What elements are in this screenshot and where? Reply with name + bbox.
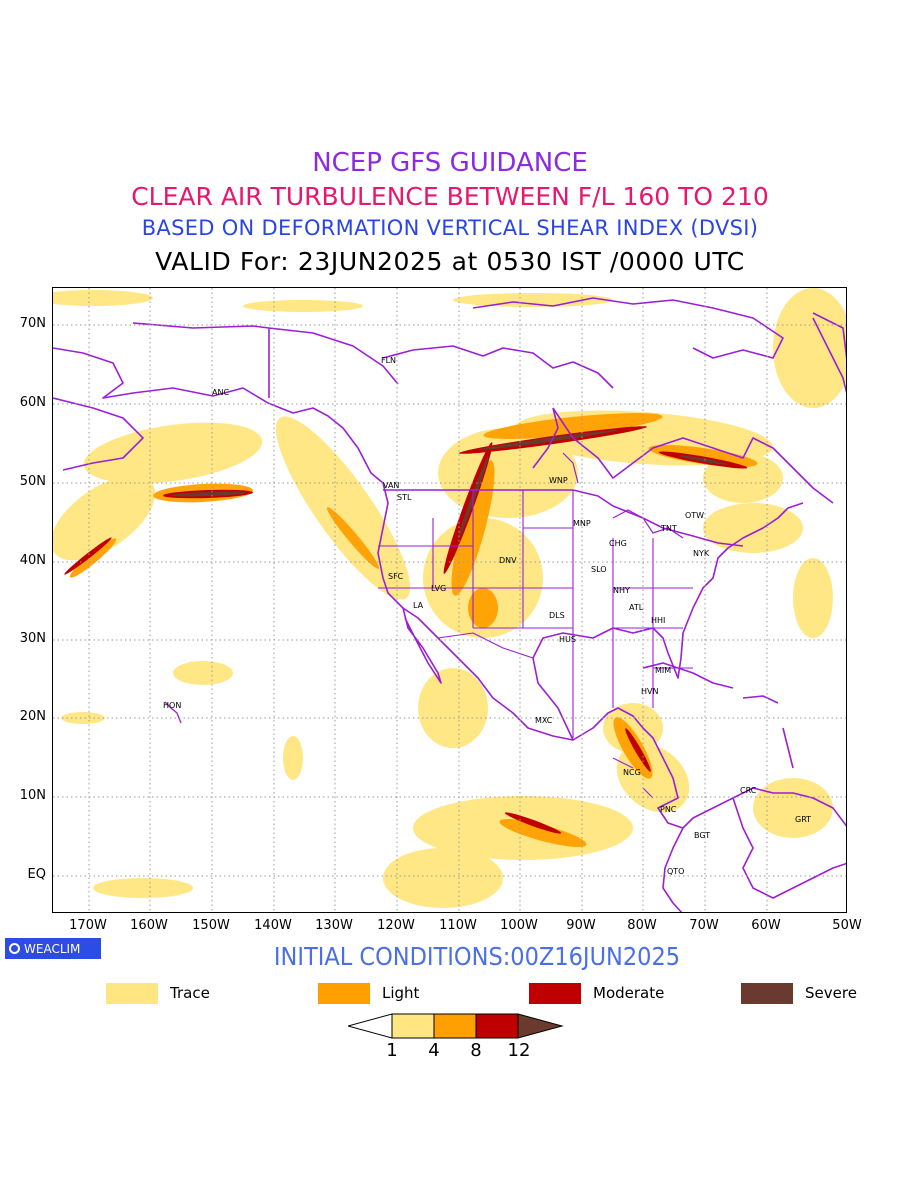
station-hvn: HVN xyxy=(641,687,658,696)
lon-label-70w: 70W xyxy=(689,918,719,933)
station-nhy: NHY xyxy=(613,586,630,595)
valid-time: VALID For: 23JUN2025 at 0530 IST /0000 U… xyxy=(155,247,745,276)
legend-label-severe: Severe xyxy=(805,984,857,1002)
lon-label-100w: 100W xyxy=(500,918,538,933)
station-hon: HON xyxy=(163,701,181,710)
station-dnv: DNV xyxy=(499,556,517,565)
station-ncg: NCG xyxy=(623,768,641,777)
lat-label-30n: 30N xyxy=(19,631,46,646)
station-la: LA xyxy=(413,601,424,610)
trace-turbulence-areas xyxy=(53,288,846,908)
coastlines-and-borders xyxy=(53,297,846,912)
station-tnt: TNT xyxy=(660,524,677,533)
station-otw: OTW xyxy=(685,511,704,520)
colorbar-moderate xyxy=(475,1013,519,1039)
legend-trace: Trace xyxy=(106,982,210,1004)
lat-label-70n: 70N xyxy=(19,316,46,331)
map-canvas: ANC FLN VAN STL WNP MNP TNT OTW CHG NYK … xyxy=(53,288,846,912)
light-turbulence-areas xyxy=(69,413,758,847)
station-anc: ANC xyxy=(212,388,229,397)
colorbar-trace xyxy=(391,1013,435,1039)
lat-label-20n: 20N xyxy=(19,709,46,724)
station-stl: STL xyxy=(397,493,412,502)
station-grt: GRT xyxy=(795,815,811,824)
title-line-2: CLEAR AIR TURBULENCE BETWEEN F/L 160 TO … xyxy=(131,182,769,211)
lon-label-140w: 140W xyxy=(254,918,292,933)
initial-conditions: INITIAL CONDITIONS:00Z16JUN2025 xyxy=(273,942,681,971)
station-bgt: BGT xyxy=(694,831,710,840)
lat-label-50n: 50N xyxy=(19,474,46,489)
station-wnp: WNP xyxy=(549,476,568,485)
colorbar-tick-12: 12 xyxy=(507,1040,531,1061)
title-line-3: BASED ON DEFORMATION VERTICAL SHEAR INDE… xyxy=(141,216,759,240)
legend-swatch-moderate xyxy=(529,982,581,1004)
legend-swatch-light xyxy=(318,982,370,1004)
lat-lon-grid xyxy=(53,288,846,912)
station-crc: CRC xyxy=(740,786,757,795)
colorbar-tick-4: 4 xyxy=(428,1040,440,1061)
legend-label-moderate: Moderate xyxy=(593,984,665,1002)
lon-label-120w: 120W xyxy=(377,918,415,933)
lon-label-60w: 60W xyxy=(751,918,781,933)
station-lvg: LVG xyxy=(431,584,446,593)
station-mxc: MXC xyxy=(535,716,553,725)
lon-label-80w: 80W xyxy=(627,918,657,933)
lat-label-10n: 10N xyxy=(19,788,46,803)
lon-label-50w: 50W xyxy=(832,918,862,933)
legend-label-light: Light xyxy=(382,984,420,1002)
station-nyk: NYK xyxy=(693,549,710,558)
legend-swatch-severe xyxy=(741,982,793,1004)
station-hus: HUS xyxy=(559,635,576,644)
station-van: VAN xyxy=(383,481,399,490)
station-fln: FLN xyxy=(381,356,396,365)
legend-swatch-trace xyxy=(106,982,158,1004)
weaclim-logo: WEACLIM xyxy=(5,938,101,959)
colorbar-tick-1: 1 xyxy=(386,1040,398,1061)
colorbar-max-arrow xyxy=(517,1013,564,1039)
station-mnp: MNP xyxy=(573,519,591,528)
title-line-1: NCEP GFS GUIDANCE xyxy=(312,148,588,178)
lon-label-150w: 150W xyxy=(192,918,230,933)
lat-label-eq: EQ xyxy=(27,867,46,882)
colorbar-min-arrow xyxy=(348,1013,393,1039)
station-dls: DLS xyxy=(549,611,565,620)
legend-severe: Severe xyxy=(741,982,857,1004)
station-chg: CHG xyxy=(609,539,627,548)
brand-label: WEACLIM xyxy=(24,941,81,956)
lon-label-160w: 160W xyxy=(130,918,168,933)
station-pnc: PNC xyxy=(660,805,677,814)
colorbar-light xyxy=(433,1013,477,1039)
legend-light: Light xyxy=(318,982,419,1004)
station-qto: QTO xyxy=(667,867,684,876)
legend-moderate: Moderate xyxy=(529,982,664,1004)
lat-label-60n: 60N xyxy=(19,395,46,410)
station-hhi: HHI xyxy=(651,616,665,625)
copyright-circle-icon xyxy=(9,943,20,954)
turbulence-map: ANC FLN VAN STL WNP MNP TNT OTW CHG NYK … xyxy=(52,287,847,913)
colorbar xyxy=(348,1013,564,1039)
legend-label-trace: Trace xyxy=(170,984,210,1002)
lat-label-40n: 40N xyxy=(19,553,46,568)
lon-label-90w: 90W xyxy=(566,918,596,933)
station-labels: ANC FLN VAN STL WNP MNP TNT OTW CHG NYK … xyxy=(163,356,811,876)
station-slo: SLO xyxy=(591,565,607,574)
station-atl: ATL xyxy=(629,603,644,612)
station-mim: MIM xyxy=(655,666,671,675)
lon-label-170w: 170W xyxy=(69,918,107,933)
station-sfc: SFC xyxy=(388,572,404,581)
colorbar-tick-8: 8 xyxy=(470,1040,482,1061)
lon-label-130w: 130W xyxy=(315,918,353,933)
lon-label-110w: 110W xyxy=(439,918,477,933)
